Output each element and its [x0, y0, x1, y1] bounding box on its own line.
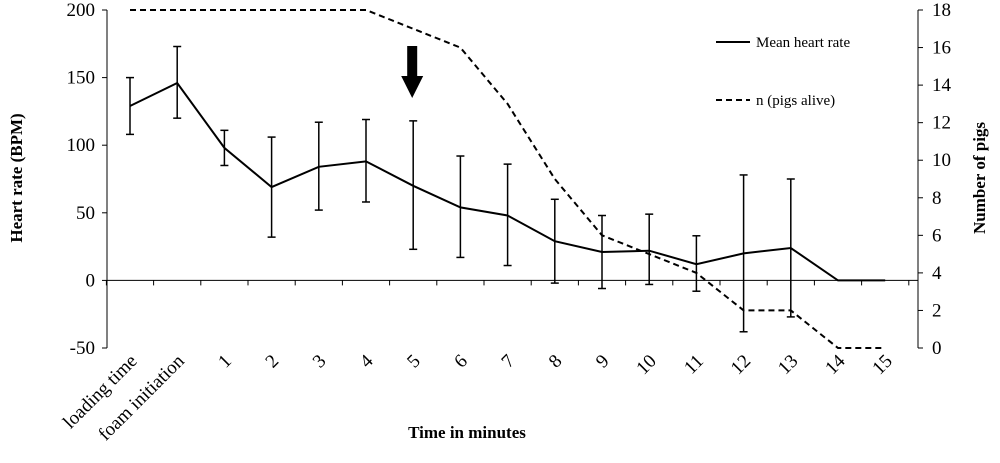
- y2-axis-title: Number of pigs: [970, 122, 989, 234]
- y2-tick-label: 18: [932, 0, 951, 21]
- arrow-head: [401, 76, 424, 98]
- legend-label-pigs-alive: n (pigs alive): [756, 93, 835, 109]
- annotation-arrow-icon: [401, 46, 424, 98]
- y2-tick-label: 16: [932, 38, 951, 59]
- x-tick-label: 2: [262, 351, 284, 373]
- y2-tick-label: 8: [932, 188, 942, 209]
- y2-tick-label: 10: [932, 150, 951, 171]
- y-tick-label: 100: [67, 135, 96, 156]
- y-tick-label: 150: [67, 68, 96, 89]
- x-tick-label: 9: [592, 351, 614, 373]
- x-tick-label: 10: [632, 351, 660, 379]
- x-tick-label: 3: [309, 351, 331, 373]
- x-tick-label: 7: [498, 351, 520, 373]
- arrow-shaft: [407, 46, 418, 76]
- y2-tick-label: 2: [932, 300, 942, 321]
- marks-layer: [126, 9, 886, 349]
- x-tick-label: 4: [356, 350, 378, 372]
- legend-label-mean-heart-rate: Mean heart rate: [756, 35, 850, 51]
- pigs-alive-line: [130, 9, 886, 349]
- x-tick-label: 6: [450, 351, 472, 373]
- y-axis-title: Heart rate (BPM): [7, 113, 26, 242]
- y-tick-label: 200: [67, 0, 96, 21]
- x-tick-label: 14: [821, 350, 850, 379]
- y-tick-label: 0: [86, 270, 96, 291]
- y2-tick-label: 4: [932, 263, 942, 284]
- x-tick-label: 12: [727, 351, 755, 379]
- axes-layer: [106, 10, 919, 348]
- x-tick-label: 5: [403, 351, 425, 373]
- x-tick-label: 11: [680, 351, 708, 379]
- y-tick-label: -50: [70, 338, 95, 359]
- x-tick-label: 8: [545, 351, 567, 373]
- y2-tick-label: 12: [932, 113, 951, 134]
- x-axis-title: Time in minutes: [408, 423, 526, 442]
- x-tick-label: 15: [868, 351, 896, 379]
- y-tick-label: 50: [76, 203, 95, 224]
- y2-tick-label: 0: [932, 338, 942, 359]
- legend: Mean heart rate n (pigs alive): [716, 35, 850, 109]
- y2-tick-label: 14: [932, 75, 952, 96]
- x-tick-label: 1: [214, 351, 236, 373]
- y2-tick-label: 6: [932, 225, 942, 246]
- x-tick-label: 13: [774, 351, 802, 379]
